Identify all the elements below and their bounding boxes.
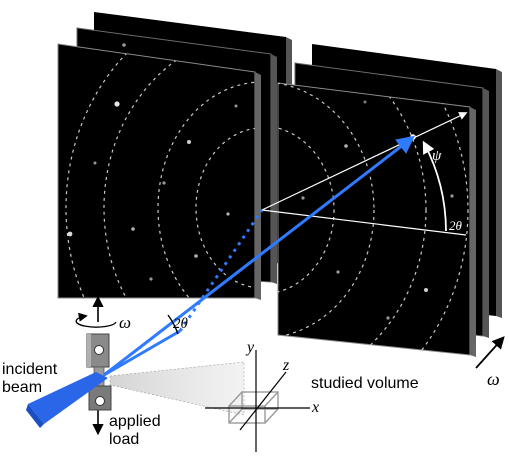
omega-detector-label: ω <box>487 369 500 389</box>
applied-load-label-line1: applied <box>109 413 161 430</box>
upper-grip <box>86 333 110 368</box>
two-theta-sample-arc <box>167 314 179 335</box>
incident-beam-label-line1: incident <box>2 361 58 378</box>
coordinate-axes <box>205 350 310 452</box>
axis-z-label: z <box>282 357 290 374</box>
left-diffraction-spots <box>67 43 238 281</box>
incident-beam-label-line2: beam <box>2 379 42 396</box>
detector-horizontal-line <box>261 209 467 236</box>
studied-volume-box <box>228 391 279 424</box>
omega-rotation-arrow <box>75 312 117 328</box>
left-diffraction-rings <box>65 44 255 298</box>
diffracted-beam-dotted <box>178 209 264 332</box>
detector-omega-arrow <box>475 336 505 369</box>
incident-beam-slab <box>28 372 108 424</box>
studied-volume-cone <box>109 361 245 416</box>
lower-grip <box>88 385 112 411</box>
two-theta-sample-label: 2θ <box>173 316 189 332</box>
studied-volume-label: studied volume <box>311 375 419 392</box>
left-detector-front <box>57 43 256 299</box>
detector-geometry-annotations: ψ 2θ <box>261 112 468 236</box>
diffracted-beam-solid <box>103 329 181 377</box>
axis-y-label: y <box>245 339 255 356</box>
psi-label: ψ <box>432 148 442 164</box>
diffracted-beam-to-spot <box>103 135 415 377</box>
z-axis-line <box>239 371 287 431</box>
right-diffraction-rings <box>278 83 469 355</box>
sample-assembly: ω 2θ <box>26 135 415 436</box>
left-detector-stack <box>57 12 292 300</box>
axis-x-label: x <box>311 399 319 416</box>
detector-plane-normal-line <box>261 112 468 211</box>
psi-arc <box>422 140 447 232</box>
applied-load-label-line2: load <box>109 431 139 448</box>
omega-sample-label: ω <box>119 313 131 332</box>
two-theta-detector-label: 2θ <box>449 218 463 233</box>
right-detector-stack <box>277 44 502 357</box>
